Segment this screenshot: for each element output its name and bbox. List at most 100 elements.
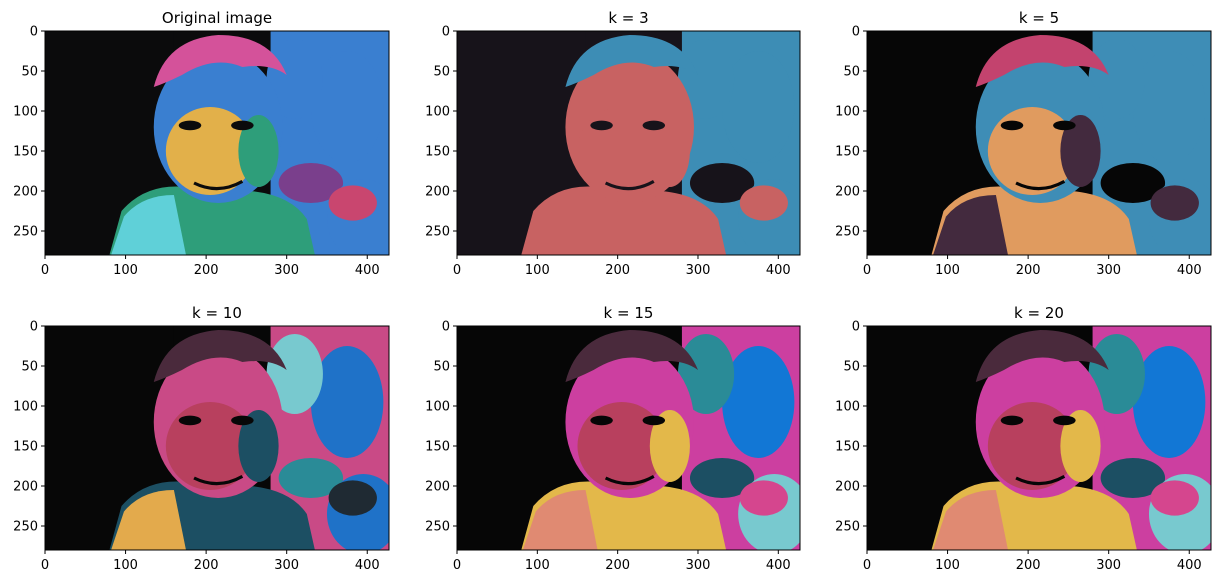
region-12 (1000, 120, 1024, 131)
y-tick-label: 50 (843, 360, 860, 375)
y-tick-label: 150 (835, 440, 860, 455)
region-12 (178, 415, 202, 426)
region-12 (1000, 415, 1024, 426)
panel-0: Original image 0 100 200 300 400 0 50 100 150 200 2… (13, 9, 390, 278)
axes-frame (456, 325, 801, 551)
image-panel-5 (867, 326, 1211, 550)
region-7 (933, 195, 1008, 255)
y-tick-label: 250 (835, 225, 860, 240)
x-tick-label: 300 (1096, 263, 1121, 278)
region-1 (1132, 346, 1206, 458)
region-2 (677, 39, 735, 119)
region-7 (522, 490, 598, 550)
panel-2: k = 5 0 100 200 300 400 0 50 100 150 200 250 (835, 9, 1212, 278)
y-tick-label: 250 (13, 520, 38, 535)
x-tick-label: 100 (113, 558, 138, 573)
x-tick-label: 200 (605, 263, 630, 278)
axes-frame (866, 30, 1212, 256)
y-tick-label: 250 (425, 225, 450, 240)
region-11 (975, 330, 1109, 382)
region-13 (231, 120, 254, 131)
region-10 (238, 410, 279, 482)
region-3 (1100, 458, 1166, 498)
x-tick-label: 0 (453, 263, 461, 278)
region-10 (238, 115, 279, 187)
region-1 (1132, 51, 1206, 163)
region-11 (153, 330, 287, 382)
panel-5: k = 20 0 100 200 300 400 0 50 100 150 200 250 (835, 304, 1212, 573)
region-14 (604, 179, 655, 191)
x-tick-label: 100 (935, 263, 960, 278)
x-tick-label: 400 (1177, 263, 1202, 278)
region-3 (278, 458, 344, 498)
y-tick-label: 200 (425, 185, 450, 200)
y-tick-label: 50 (433, 65, 450, 80)
region-14 (193, 474, 244, 486)
region-13 (231, 415, 254, 426)
y-tick-label: 150 (13, 440, 38, 455)
x-tick-label: 100 (935, 558, 960, 573)
y-tick-label: 200 (425, 480, 450, 495)
y-tick-label: 0 (30, 320, 38, 335)
region-1 (722, 346, 795, 458)
image-panel-4 (457, 326, 800, 550)
y-tick-label: 150 (425, 145, 450, 160)
panel-title: k = 20 (1014, 304, 1064, 322)
region-15 (1150, 185, 1199, 221)
x-tick-label: 100 (525, 263, 550, 278)
x-tick-label: 0 (41, 263, 49, 278)
x-tick-label: 300 (1096, 558, 1121, 573)
y-tick-label: 150 (425, 440, 450, 455)
region-10 (1060, 115, 1101, 187)
region-2 (1088, 39, 1145, 119)
axes-frame (44, 30, 390, 256)
x-tick-label: 400 (766, 558, 791, 573)
image-panel-2 (867, 31, 1211, 255)
y-tick-label: 0 (852, 25, 860, 40)
y-tick-label: 250 (425, 520, 450, 535)
panel-3: k = 10 0 100 200 300 400 0 50 100 150 200 250 (13, 304, 390, 573)
region-7 (111, 490, 186, 550)
panel-title: Original image (162, 9, 272, 27)
y-tick-label: 250 (835, 520, 860, 535)
y-tick-label: 50 (843, 65, 860, 80)
y-tick-label: 0 (852, 320, 860, 335)
y-tick-label: 0 (30, 25, 38, 40)
axes-frame (44, 325, 390, 551)
region-1 (722, 51, 795, 163)
region-15 (739, 185, 788, 221)
panel-title: k = 15 (604, 304, 654, 322)
x-tick-label: 200 (1016, 558, 1041, 573)
image-panel-1 (457, 31, 800, 255)
y-tick-label: 250 (13, 225, 38, 240)
region-15 (1150, 480, 1199, 516)
y-tick-label: 100 (425, 400, 450, 415)
y-tick-label: 50 (21, 65, 38, 80)
region-3 (689, 163, 755, 203)
region-10 (649, 410, 690, 482)
x-tick-label: 300 (274, 558, 299, 573)
region-1 (310, 51, 384, 163)
region-11 (565, 330, 698, 382)
region-10 (1060, 410, 1101, 482)
x-tick-label: 0 (863, 558, 871, 573)
panel-title: k = 10 (192, 304, 242, 322)
x-tick-label: 200 (605, 558, 630, 573)
x-tick-label: 0 (863, 263, 871, 278)
region-3 (1100, 163, 1166, 203)
region-2 (266, 334, 323, 414)
x-tick-label: 400 (355, 558, 380, 573)
y-tick-label: 100 (13, 400, 38, 415)
y-tick-label: 200 (835, 480, 860, 495)
region-2 (1088, 334, 1145, 414)
region-7 (111, 195, 186, 255)
y-tick-label: 100 (835, 400, 860, 415)
region-12 (590, 120, 613, 131)
panel-title: k = 3 (608, 9, 648, 27)
y-tick-label: 100 (13, 105, 38, 120)
region-1 (310, 346, 384, 458)
region-11 (565, 35, 698, 87)
x-tick-label: 0 (453, 558, 461, 573)
region-11 (153, 35, 287, 87)
region-15 (328, 185, 377, 221)
